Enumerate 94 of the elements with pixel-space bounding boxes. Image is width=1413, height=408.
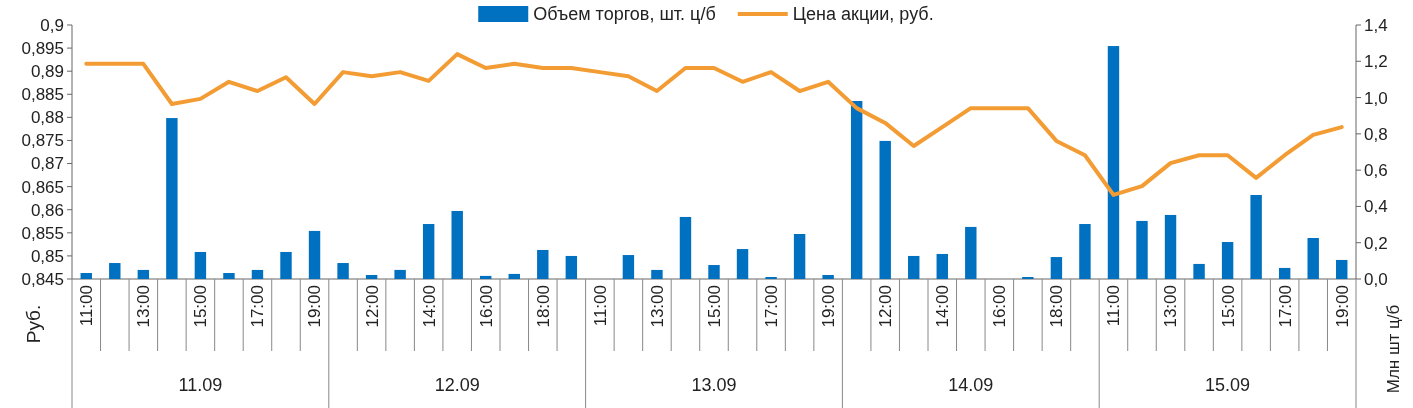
bar (480, 275, 492, 279)
y-tick-label: 0,875 (21, 131, 64, 151)
x-tick-label: 17:00 (1275, 285, 1295, 328)
bar (223, 273, 235, 279)
bar (736, 249, 749, 279)
y-tick-label: 0,855 (21, 223, 64, 243)
y-tick-label: 0,865 (21, 177, 64, 197)
bar (708, 265, 720, 279)
bar (1107, 46, 1120, 279)
y2-tick-label: 0,8 (1364, 124, 1388, 144)
bar (137, 269, 150, 279)
y-axis-title: Руб. (23, 304, 44, 344)
bar (850, 101, 863, 279)
bar (1307, 238, 1319, 279)
bar (1250, 195, 1262, 279)
x-tick-label: 11:00 (590, 285, 610, 327)
y-tick-label: 0,89 (30, 62, 64, 82)
text: 14.09 (948, 375, 994, 395)
y-tick-label: 0,845 (21, 269, 64, 289)
bar (879, 140, 891, 279)
x-tick-label: 13:00 (134, 285, 154, 328)
bar (422, 224, 435, 279)
bar (679, 216, 692, 279)
bar (936, 253, 948, 279)
bar (1336, 259, 1348, 279)
line-series (84, 52, 1344, 197)
y-tick-label: 0,9 (40, 15, 64, 35)
bar (251, 269, 264, 279)
x-tick-label: 18:00 (533, 285, 553, 328)
y-tick-label: 0,87 (30, 154, 64, 174)
bar (793, 234, 806, 279)
bar (537, 249, 549, 279)
y2-axis-title: Млн шт ц/б (1383, 304, 1403, 394)
legend-label: Цена акции, руб. (792, 4, 934, 25)
x-tick-label: 13:00 (647, 285, 667, 328)
bar (1278, 267, 1291, 279)
x-tick-label: 17:00 (248, 285, 268, 328)
bar (109, 263, 121, 279)
bar (80, 273, 92, 279)
bar (1164, 214, 1177, 279)
x-tick-label: 12:00 (362, 285, 382, 328)
bar (1193, 263, 1205, 279)
bar (1136, 220, 1148, 279)
x-tick-label: 13:00 (1161, 285, 1181, 328)
bar (908, 255, 920, 279)
x-tick-label: 19:00 (305, 285, 325, 328)
x-tick-label: 16:00 (990, 285, 1010, 328)
legend-label: Объем торгов, шт. ц/б (533, 4, 716, 25)
y-tick-label: 0,88 (30, 108, 64, 128)
text: 11.09 (178, 375, 223, 395)
x-tick-label: 19:00 (819, 285, 839, 328)
bar (1079, 224, 1091, 279)
bar (365, 275, 378, 279)
y2-tick-label: 1,2 (1364, 52, 1388, 72)
bar (337, 263, 349, 279)
y2-tick-label: 0,2 (1364, 233, 1388, 253)
bar (651, 269, 663, 279)
x-tick-label: 15:00 (704, 285, 724, 328)
x-tick-label: 18:00 (1047, 285, 1067, 328)
y-tick-label: 0,86 (30, 200, 64, 220)
x-tick-label: 14:00 (933, 285, 953, 328)
y2-tick-label: 0,6 (1364, 161, 1388, 181)
bar (822, 275, 834, 279)
text: 12.09 (434, 375, 480, 395)
x-tick-label: 17:00 (762, 285, 782, 328)
x-tick-label: 11:00 (1104, 285, 1124, 327)
bar (394, 269, 406, 279)
bar (565, 255, 578, 279)
x-tick-label: 15:00 (191, 285, 211, 328)
text: 15.09 (1205, 375, 1251, 395)
x-tick-label: 16:00 (476, 285, 496, 328)
y2-tick-label: 0,4 (1364, 197, 1388, 217)
x-tick-label: 14:00 (419, 285, 439, 328)
bar (166, 118, 178, 279)
bar (622, 255, 635, 279)
bar (308, 230, 321, 279)
bar (280, 251, 292, 279)
bar (451, 210, 463, 279)
bar (1221, 241, 1234, 279)
x-tick-label: 19:00 (1332, 285, 1352, 328)
y2-tick-label: 1,4 (1364, 15, 1388, 35)
x-tick-label: 15:00 (1218, 285, 1238, 328)
bar (1050, 257, 1063, 279)
y-tick-label: 0,85 (30, 246, 64, 266)
text: 13.09 (691, 375, 737, 395)
y-tick-label: 0,885 (21, 85, 64, 105)
y2-tick-label: 0,0 (1364, 269, 1388, 289)
bar (965, 226, 977, 279)
bar (508, 273, 520, 279)
x-tick-label: 11:00 (77, 285, 97, 327)
bar (194, 251, 207, 279)
y2-tick-label: 1,0 (1364, 88, 1388, 108)
x-tick-label: 12:00 (876, 285, 896, 328)
y-tick-label: 0,895 (21, 39, 64, 59)
